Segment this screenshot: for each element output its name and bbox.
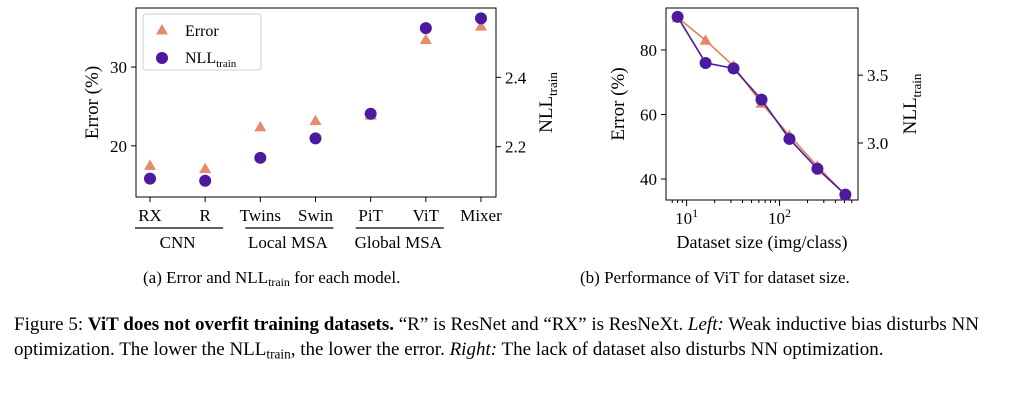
nll-point: [254, 151, 267, 164]
nll-point: [811, 162, 824, 175]
y2-tick-label: 2.2: [505, 138, 526, 157]
error-point: [419, 33, 432, 44]
x-tick-label: Mixer: [460, 206, 502, 225]
nll-point: [839, 188, 852, 201]
x-axis-label: Dataset size (img/class): [677, 232, 848, 253]
nll-point: [144, 172, 156, 185]
error-point: [144, 159, 156, 170]
nll-point: [699, 56, 712, 69]
y-tick-label: 60: [640, 105, 657, 124]
legend-error-marker: [156, 24, 168, 35]
error-point: [699, 34, 712, 45]
y-tick-label: 80: [640, 41, 657, 60]
y2-tick-label: 2.4: [505, 68, 527, 87]
x-tick-label: RX: [138, 206, 162, 225]
nll-point: [671, 10, 684, 23]
chart-a-error-nll-per-model: RX R Twins Swin PiT ViT Mixer CNN Local MSA Globa…: [82, 7, 560, 252]
y2-axis-label-sub: train: [545, 72, 560, 96]
x-tick-label: Twins: [240, 206, 281, 225]
nll-point: [727, 62, 740, 75]
y2-tick-label: 3.0: [867, 134, 888, 153]
error-point: [475, 20, 487, 31]
nll-point: [475, 12, 487, 25]
subcaption-b: (b) Performance of ViT for dataset size.: [580, 268, 850, 287]
nll-point: [419, 22, 432, 35]
nll-point: [364, 107, 377, 120]
x-tick-base: 10: [768, 209, 785, 228]
legend-box: [142, 13, 262, 71]
x-tick-label: 101: [675, 206, 698, 228]
chart-b-frame: [665, 7, 859, 201]
nll-point: [783, 132, 796, 145]
error-point: [199, 162, 212, 174]
figure-caption: Figure 5: ViT does not overfit training …: [14, 314, 979, 362]
y-axis-label: Error (%): [608, 67, 629, 140]
y-tick-label: 20: [110, 137, 127, 156]
y-axis-label: Error (%): [82, 66, 103, 139]
x-tick-label: 102: [768, 206, 791, 228]
x-tick-exp: 2: [785, 206, 791, 220]
group-label: CNN: [160, 233, 196, 252]
nll-point: [199, 174, 212, 187]
error-point: [254, 120, 267, 132]
x-tick-label: Swin: [298, 206, 333, 225]
y-tick-label: 40: [640, 170, 657, 189]
y2-axis-label-main: NLL: [900, 97, 921, 134]
x-tick-base: 10: [675, 209, 692, 228]
x-tick-label: ViT: [413, 206, 440, 225]
y2-axis-label-main: NLL: [536, 96, 557, 133]
x-tick-label: PiT: [358, 206, 383, 225]
y2-tick-label: 3.5: [867, 66, 888, 85]
y2-axis-label: NLLtrain: [536, 72, 560, 133]
nll-point: [755, 93, 768, 106]
y2-axis-label-sub: train: [909, 73, 924, 97]
group-label: Local MSA: [248, 233, 329, 252]
legend-nll-marker: [156, 52, 168, 64]
subcaption-a: (a) Error and NLLtrain for each model.: [143, 268, 401, 289]
legend-nll-label-sub: train: [216, 58, 237, 70]
x-tick-label: R: [199, 206, 211, 225]
legend-nll-label-main: NLL: [185, 50, 216, 67]
x-tick-exp: 1: [692, 206, 698, 220]
legend-error-label: Error: [185, 23, 219, 40]
nll-point: [309, 132, 322, 145]
y2-axis-label: NLLtrain: [900, 73, 924, 134]
figure-charts: RX R Twins Swin PiT ViT Mixer CNN Local MSA Globa…: [82, 7, 924, 253]
error-point: [309, 114, 322, 126]
y-tick-label: 30: [110, 58, 127, 77]
legend-nll-label: NLLtrain: [185, 50, 237, 70]
group-label: Global MSA: [355, 233, 443, 252]
